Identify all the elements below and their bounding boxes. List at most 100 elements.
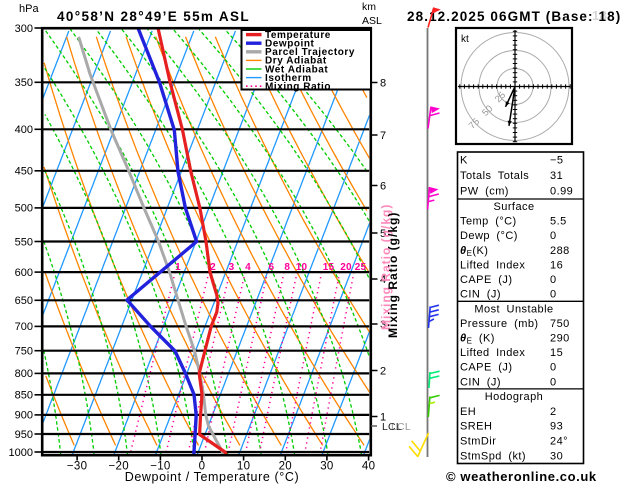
svg-text:© weatheronline.co.uk: © weatheronline.co.uk <box>446 469 597 484</box>
svg-text:10: 10 <box>237 461 250 473</box>
svg-text:0.99: 0.99 <box>550 186 573 198</box>
svg-text:Temp (°C): Temp (°C) <box>460 216 517 228</box>
svg-text:Dewp (°C): Dewp (°C) <box>460 230 518 242</box>
svg-text:EH: EH <box>460 406 476 418</box>
svg-text:4: 4 <box>245 262 251 273</box>
svg-text:400: 400 <box>15 124 33 136</box>
svg-text:Mixing Ratio (g/kg): Mixing Ratio (g/kg) <box>379 204 393 330</box>
svg-text:−30: −30 <box>67 461 87 473</box>
svg-text:30: 30 <box>320 461 333 473</box>
svg-text:8: 8 <box>284 262 290 273</box>
svg-text:290: 290 <box>550 333 570 345</box>
svg-text:25: 25 <box>355 262 367 273</box>
svg-text:93: 93 <box>550 421 563 433</box>
svg-text:31: 31 <box>550 170 563 182</box>
svg-text:15: 15 <box>550 347 563 359</box>
svg-text:CIN (J): CIN (J) <box>460 289 501 301</box>
svg-text:500: 500 <box>15 203 33 215</box>
svg-text:Temperature: Temperature <box>265 30 331 41</box>
svg-text:1: 1 <box>175 262 181 273</box>
svg-text:0: 0 <box>550 289 557 301</box>
svg-text:0: 0 <box>550 230 557 242</box>
svg-text:Hodograph: Hodograph <box>485 391 543 403</box>
svg-text:2: 2 <box>380 365 386 377</box>
svg-text:350: 350 <box>15 77 33 89</box>
svg-text:Surface: Surface <box>493 201 534 213</box>
svg-text:1: 1 <box>380 411 386 423</box>
svg-text:850: 850 <box>15 390 33 402</box>
svg-text:CAPE (J): CAPE (J) <box>460 274 512 286</box>
svg-text:Dewpoint: Dewpoint <box>265 39 315 50</box>
svg-text:10: 10 <box>296 262 308 273</box>
svg-text:0: 0 <box>550 362 557 374</box>
svg-text:CAPE (J): CAPE (J) <box>460 362 512 374</box>
svg-text:: 18: : 18 <box>583 8 607 23</box>
svg-text:LCL: LCL <box>391 421 411 433</box>
svg-text:Mixing Ratio (g/kg): Mixing Ratio (g/kg) <box>386 212 400 338</box>
svg-text:4: 4 <box>380 274 386 286</box>
svg-text:5.5: 5.5 <box>550 216 567 228</box>
svg-text:6: 6 <box>269 262 275 273</box>
svg-text:950: 950 <box>15 429 33 441</box>
svg-text:40°58’N 28°49’E 55m ASL: 40°58’N 28°49’E 55m ASL <box>57 9 250 24</box>
svg-text:650: 650 <box>15 295 33 307</box>
svg-text:550: 550 <box>15 236 33 248</box>
svg-text:20: 20 <box>340 262 352 273</box>
svg-text:Totals Totals: Totals Totals <box>460 170 529 182</box>
svg-text:2: 2 <box>210 262 216 273</box>
svg-text:1000: 1000 <box>9 447 33 459</box>
svg-text:0: 0 <box>550 274 557 286</box>
svg-text:20: 20 <box>279 461 292 473</box>
svg-text:LCL: LCL <box>382 421 402 433</box>
svg-text:750: 750 <box>15 346 33 358</box>
svg-text:−5: −5 <box>550 154 563 166</box>
svg-text:900: 900 <box>15 410 33 422</box>
svg-text:Mixing Ratio: Mixing Ratio <box>265 82 331 93</box>
svg-text:−10: −10 <box>150 461 170 473</box>
svg-text:7: 7 <box>380 130 386 142</box>
svg-text:ASL: ASL <box>362 15 382 27</box>
svg-text:km: km <box>362 1 376 13</box>
svg-text:450: 450 <box>15 166 33 178</box>
svg-text:Parcel Trajectory: Parcel Trajectory <box>265 47 355 58</box>
svg-text:0: 0 <box>550 376 557 388</box>
svg-text:24°: 24° <box>550 436 568 448</box>
svg-text:28.12.2025 06GMT (Base: 18): 28.12.2025 06GMT (Base: 18) <box>407 9 621 24</box>
svg-text:40: 40 <box>362 461 375 473</box>
svg-text:−20: −20 <box>108 461 128 473</box>
svg-text:2: 2 <box>550 406 557 418</box>
svg-text:Isotherm: Isotherm <box>265 73 312 84</box>
svg-text:StmDir: StmDir <box>460 436 496 448</box>
svg-text:16: 16 <box>550 259 563 271</box>
svg-text:K: K <box>460 154 468 166</box>
svg-text:StmSpd (kt): StmSpd (kt) <box>460 451 526 463</box>
svg-text:PW (cm): PW (cm) <box>460 186 509 198</box>
svg-text:Pressure (mb): Pressure (mb) <box>460 318 539 330</box>
svg-text:600: 600 <box>15 267 33 279</box>
svg-text:3: 3 <box>380 319 386 331</box>
svg-text:Dewpoint / Temperature (°C): Dewpoint / Temperature (°C) <box>125 470 300 484</box>
svg-text:3: 3 <box>229 262 235 273</box>
svg-text:θE (K): θE (K) <box>460 333 495 346</box>
svg-text:0: 0 <box>199 461 206 473</box>
svg-text:Wet Adiabat: Wet Adiabat <box>265 64 328 75</box>
svg-text:Lifted Index: Lifted Index <box>460 259 525 271</box>
svg-text:Most Unstable: Most Unstable <box>474 303 553 315</box>
svg-text:15: 15 <box>323 262 335 273</box>
svg-text:hPa: hPa <box>19 3 39 15</box>
svg-text:CIN (J): CIN (J) <box>460 376 501 388</box>
svg-text:8: 8 <box>380 77 386 89</box>
svg-text:750: 750 <box>550 318 570 330</box>
svg-text:5: 5 <box>380 228 386 240</box>
svg-text:30: 30 <box>550 451 563 463</box>
svg-text:288: 288 <box>550 245 570 257</box>
svg-text:300: 300 <box>15 23 33 35</box>
svg-text:θE(K): θE(K) <box>460 245 488 258</box>
svg-text:Dry Adiabat: Dry Adiabat <box>265 56 327 67</box>
svg-text:700: 700 <box>15 321 33 333</box>
svg-text:6: 6 <box>380 180 386 192</box>
svg-text:kt: kt <box>461 34 469 45</box>
svg-text:SREH: SREH <box>460 421 492 433</box>
svg-text:800: 800 <box>15 368 33 380</box>
svg-text:Lifted Index: Lifted Index <box>460 347 525 359</box>
